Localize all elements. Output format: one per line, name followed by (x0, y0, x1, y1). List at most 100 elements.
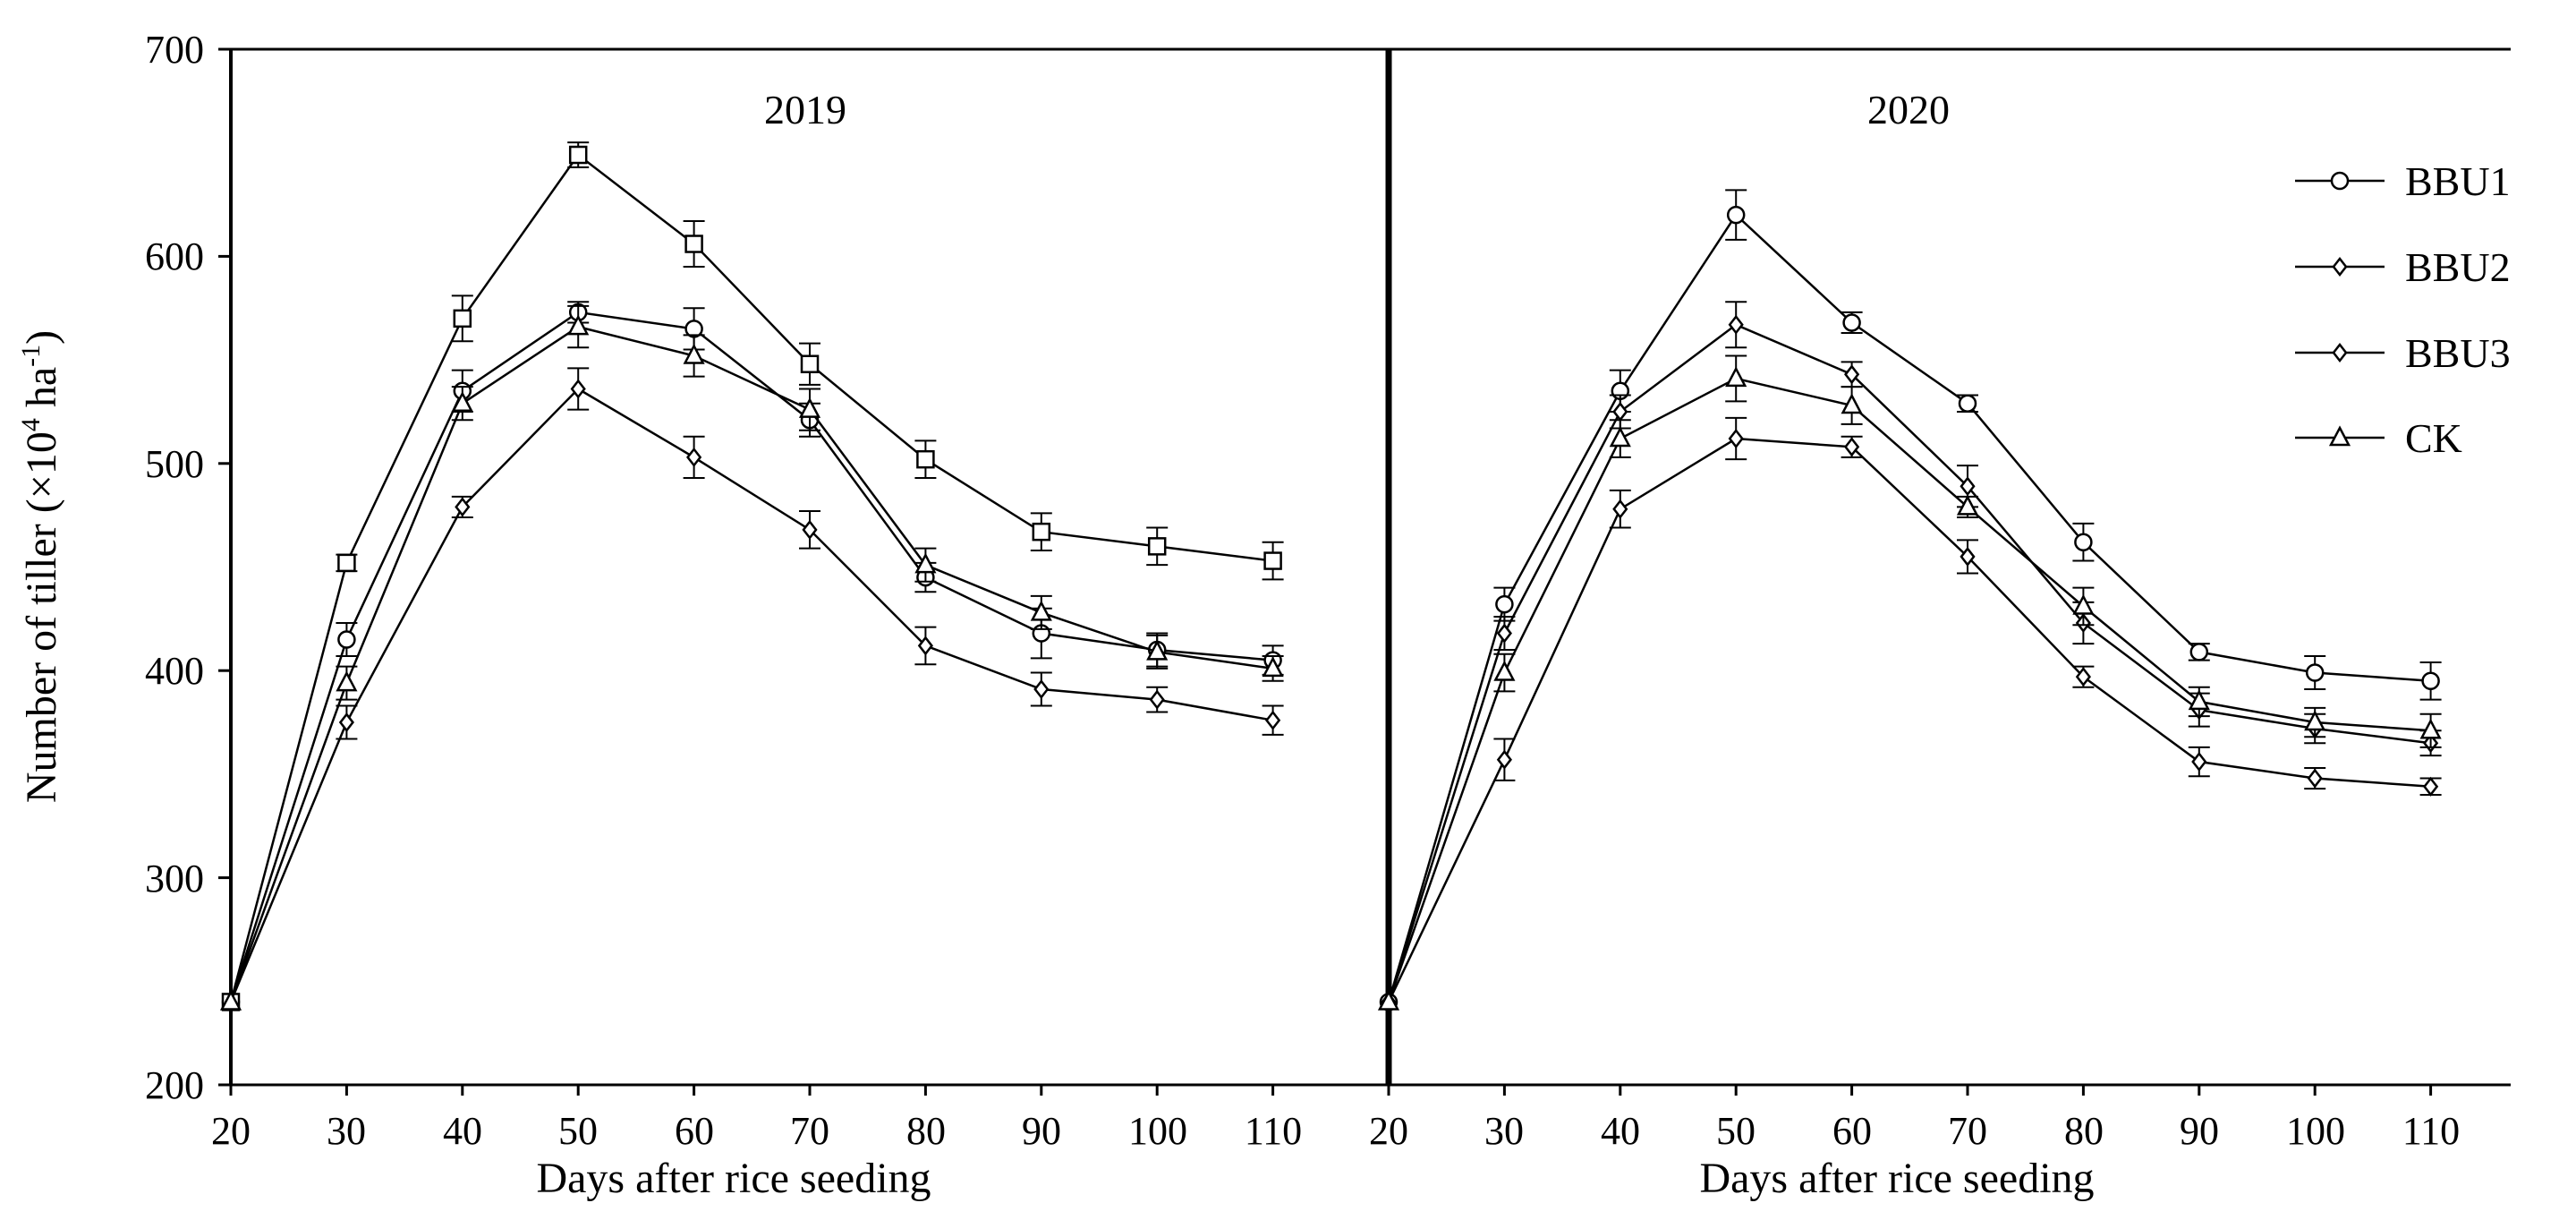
series-line (1387, 323, 2431, 1002)
data-point-triangle (1030, 600, 1052, 621)
data-point-triangle (2328, 425, 2351, 447)
data-point-circle (1495, 594, 1514, 614)
x-tick-label: 40 (1601, 1109, 1640, 1153)
data-point-triangle (1956, 494, 1979, 516)
series-line (229, 153, 1273, 1002)
data-point-circle (337, 630, 356, 649)
data-point-square (684, 235, 703, 253)
y-axis-title: Number of tiller (×104 ha-1) (16, 330, 65, 803)
legend-label-bbu2: BBU2 (2405, 244, 2511, 290)
x-axis-title-2019: Days after rice seeding (536, 1155, 931, 1202)
data-point-triangle (2419, 718, 2442, 739)
series-line (1387, 377, 2431, 1002)
x-tick-label: 60 (675, 1109, 714, 1153)
y-tick-label: 400 (145, 649, 204, 693)
data-point-triangle (567, 314, 590, 336)
legend-item-bbu1: BBU1 (2295, 158, 2511, 204)
series-bbu1 (1379, 189, 2442, 1011)
legend-marker-triangle (2328, 425, 2351, 447)
legend: BBU1 BBU2 BBU3 CK (2295, 158, 2511, 461)
series-line (229, 311, 1273, 1002)
data-point-triangle (1146, 639, 1169, 661)
series-layer-2019 (219, 141, 1284, 1096)
x-tick-label: 100 (1128, 1109, 1187, 1153)
series-bbu2 (1381, 301, 2442, 1012)
data-point-diamond (1960, 476, 1976, 497)
x-axis-title-2020: Days after rice seeding (1699, 1155, 2094, 1202)
data-point-triangle (683, 343, 705, 364)
x-tick-label: 110 (2402, 1109, 2460, 1153)
data-point-triangle (1725, 366, 1747, 388)
data-point-square (916, 449, 935, 469)
data-point-circle (2330, 171, 2350, 191)
legend-label-bbu3: BBU3 (2405, 330, 2511, 376)
data-point-triangle (1609, 426, 1631, 448)
data-point-diamond (1844, 364, 1860, 385)
x-tick-labels-2019: 20 30 40 50 60 70 80 90 100 110 (211, 1109, 1302, 1153)
y-tick-label: 200 (145, 1063, 204, 1107)
data-point-diamond (2307, 768, 2323, 789)
y-tick-label: 500 (145, 442, 204, 486)
data-point-diamond (1265, 710, 1281, 730)
data-point-circle (2074, 533, 2093, 551)
y-tick-label: 700 (145, 28, 204, 72)
legend-label-bbu1: BBU1 (2405, 158, 2511, 204)
x-tick-label: 60 (1832, 1109, 1872, 1153)
data-point-diamond (338, 712, 354, 733)
series-ck (219, 304, 1284, 1011)
data-point-triangle (914, 552, 937, 574)
panel-title-2020: 2020 (1867, 87, 1950, 132)
data-point-diamond (2423, 776, 2439, 797)
x-tick-label: 70 (790, 1109, 829, 1153)
data-point-triangle (1493, 660, 1516, 681)
data-point-diamond (1728, 428, 1744, 449)
data-point-triangle (2304, 710, 2326, 731)
data-point-diamond (1844, 437, 1860, 457)
x-tick-label: 30 (327, 1109, 366, 1153)
x-tick-label: 30 (1484, 1109, 1524, 1153)
y-ticks: 200 300 400 500 600 700 (145, 28, 231, 1107)
series-ck (1377, 354, 2442, 1011)
x-tick-label: 70 (1948, 1109, 1987, 1153)
data-point-diamond (2191, 751, 2207, 772)
y-tick-label: 300 (145, 857, 204, 900)
series-line (1387, 437, 2431, 1002)
x-tick-label: 80 (2064, 1109, 2104, 1153)
data-point-triangle (1841, 393, 1863, 414)
data-point-diamond (1960, 546, 1976, 567)
data-point-triangle (2072, 593, 2095, 615)
series-layer-2020 (1377, 189, 2442, 1096)
data-point-triangle (2188, 689, 2210, 711)
x-tick-label: 20 (1369, 1109, 1408, 1153)
data-point-diamond (802, 519, 818, 540)
data-point-diamond (1612, 499, 1628, 519)
data-point-circle (1842, 313, 1861, 332)
panel-2019: 2019 20 30 40 50 60 70 80 90 100 110 Day… (211, 87, 1302, 1202)
data-point-square (337, 553, 356, 573)
data-point-diamond (1728, 314, 1744, 335)
legend-item-bbu3: BBU3 (2295, 330, 2511, 376)
data-point-circle (2305, 663, 2325, 682)
series-line (1387, 213, 2431, 1002)
data-point-square (800, 354, 820, 373)
x-tick-label: 100 (2286, 1109, 2345, 1153)
data-point-triangle (219, 989, 242, 1011)
x-tick-labels-2020: 20 30 40 50 60 70 80 90 100 110 (1369, 1109, 2460, 1153)
legend-item-bbu2: BBU2 (2295, 244, 2511, 290)
x-tick-label: 50 (1716, 1109, 1756, 1153)
data-point-square (1263, 551, 1282, 570)
x-tick-label: 80 (906, 1109, 946, 1153)
data-point-diamond (455, 497, 471, 517)
data-point-triangle (1377, 989, 1400, 1011)
series-line (229, 387, 1273, 1002)
data-point-diamond (2075, 667, 2091, 687)
data-point-triangle (336, 670, 358, 692)
legend-marker-diamond (2332, 342, 2348, 363)
x-tick-label: 20 (211, 1109, 251, 1153)
legend-marker-diamond (2332, 256, 2348, 277)
x-tick-label: 50 (558, 1109, 598, 1153)
data-point-circle (1958, 394, 1977, 413)
x-tick-label: 90 (2180, 1109, 2219, 1153)
